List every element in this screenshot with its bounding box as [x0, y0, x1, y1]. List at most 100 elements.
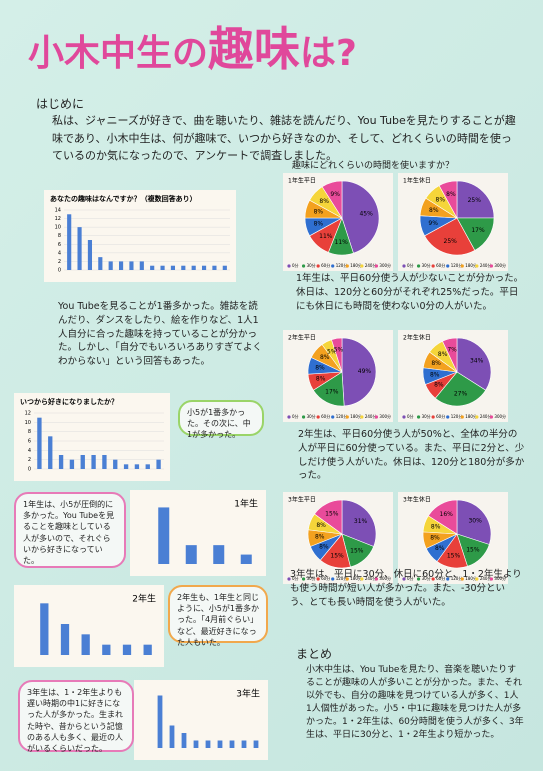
- bar: [123, 464, 129, 469]
- bar: [229, 740, 235, 748]
- legend-swatch: [331, 415, 335, 419]
- slice-label: 15%: [447, 553, 461, 560]
- legend-swatch: [489, 415, 494, 419]
- legend-label: 60分: [436, 575, 445, 581]
- legend-swatch: [331, 264, 335, 268]
- legend-label: 300分: [379, 575, 391, 581]
- pie-label: 3年生平日: [288, 496, 316, 504]
- y-tick-label: 10: [25, 420, 31, 426]
- bar: [134, 464, 140, 469]
- bar: [253, 740, 259, 748]
- slice-label: 15%: [330, 552, 344, 559]
- legend-label: 60分: [321, 262, 330, 268]
- slice-label: 8%: [316, 522, 326, 529]
- legend-swatch: [416, 415, 421, 419]
- legend-label: 120分: [451, 575, 463, 581]
- comment-bubble: 3年生は、1・2年生よりも遅い時期の中1に好きになった人が多かった。生まれた時や…: [18, 680, 134, 753]
- bar: [60, 624, 70, 655]
- legend-label: 0分: [292, 262, 299, 268]
- legend-label: 30分: [307, 413, 316, 419]
- pie-slice: [456, 499, 492, 545]
- pie-label: 3年生休日: [403, 496, 431, 504]
- legend-label: 240分: [480, 413, 492, 419]
- slice-label: 8%: [438, 351, 448, 358]
- pie-slice: [434, 371, 487, 407]
- caption: 3年生は、平日に30分、休日に60分と、1・2年生よりも使う時間が短い人が多かっ…: [290, 569, 522, 608]
- y-tick-label: 2: [58, 259, 61, 265]
- slice-label: 17%: [325, 388, 339, 395]
- slice-label: 8%: [431, 524, 441, 531]
- slice-label: 30%: [468, 517, 482, 524]
- slice-label: 8%: [429, 207, 439, 214]
- bar-chart: 3年生: [134, 680, 268, 760]
- slice-label: 8%: [315, 364, 325, 371]
- pie-slice: [341, 180, 380, 254]
- legend-label: 300分: [494, 262, 506, 268]
- legend-swatch: [402, 415, 406, 419]
- bar: [193, 740, 199, 748]
- bar: [240, 554, 252, 564]
- slice-label: 8%: [434, 382, 444, 389]
- slice-label: 8%: [319, 198, 329, 205]
- pie-slice: [442, 337, 458, 373]
- bar: [217, 740, 223, 748]
- legend-swatch: [446, 264, 450, 268]
- legend-label: 30分: [422, 262, 431, 268]
- legend-swatch: [402, 264, 406, 268]
- legend-swatch: [360, 264, 364, 268]
- legend-label: 300分: [379, 262, 391, 268]
- chart-title: いつから好きになりましたか？: [20, 397, 118, 406]
- legend-swatch: [301, 577, 306, 581]
- bar: [87, 240, 93, 270]
- summary-text: 小木中生は、You Tubeを見たり、音楽を聴いたりすることが趣味の人が多いこと…: [306, 665, 524, 741]
- title-part: は?: [300, 33, 357, 74]
- comment-bubble: 1年生は、小5が圧倒的に多かった。You Tubeを見ることを趣味としている人が…: [14, 492, 126, 568]
- legend-swatch: [431, 577, 435, 581]
- slice-label: 11%: [335, 239, 349, 246]
- bar: [157, 695, 163, 748]
- slice-label: 8%: [446, 191, 456, 198]
- bar: [169, 725, 175, 748]
- bar-chart: あなたの趣味はなんですか？（複数回答あり） 0 2 4 6 8 10 12 14: [44, 190, 236, 282]
- pie-label: 2年生休日: [403, 334, 431, 342]
- bar: [185, 545, 197, 564]
- y-tick-label: 12: [25, 411, 31, 417]
- legend-label: 180分: [465, 262, 477, 268]
- intro-heading: はじめに: [36, 97, 85, 111]
- legend-label: 180分: [465, 413, 477, 419]
- legend-label: 30分: [422, 575, 431, 581]
- bar: [102, 644, 111, 655]
- bar: [48, 436, 53, 469]
- legend-swatch: [301, 264, 306, 268]
- pie-slice: [331, 337, 343, 373]
- bar: [170, 265, 176, 270]
- legend-swatch: [431, 264, 435, 268]
- section-heading: 趣味にどれくらいの時間を使いますか？: [292, 161, 455, 171]
- chart-title: あなたの趣味はなんですか？（複数回答あり）: [50, 194, 197, 203]
- legend-swatch: [460, 264, 464, 268]
- bar: [108, 261, 113, 270]
- bar-chart: いつから好きになりましたか？ 0 2 4 6 8 10 12: [14, 393, 170, 481]
- bar: [40, 603, 49, 655]
- bar-chart: 1年生: [130, 490, 266, 576]
- bar: [102, 455, 107, 469]
- legend-label: 180分: [465, 575, 477, 581]
- legend-swatch: [489, 264, 494, 268]
- legend-swatch: [374, 264, 379, 268]
- bar: [143, 644, 152, 655]
- comment-bubble: 小5が1番多かった。その次に、中1が多かった。: [178, 400, 264, 439]
- bar: [241, 740, 247, 748]
- legend-swatch: [416, 577, 421, 581]
- slice-label: 5%: [327, 349, 337, 356]
- slice-label: 15%: [325, 511, 339, 518]
- intro-text: 私は、ジャニーズが好きで、曲を聴いたり、雑誌を読んだり、You Tubeを見たり…: [52, 114, 516, 163]
- bar: [191, 265, 196, 270]
- y-tick-label: 8: [28, 429, 31, 435]
- bar: [181, 733, 187, 748]
- slice-label: 17%: [471, 227, 485, 234]
- legend-swatch: [287, 264, 291, 268]
- legend-swatch: [446, 577, 450, 581]
- legend-swatch: [331, 577, 335, 581]
